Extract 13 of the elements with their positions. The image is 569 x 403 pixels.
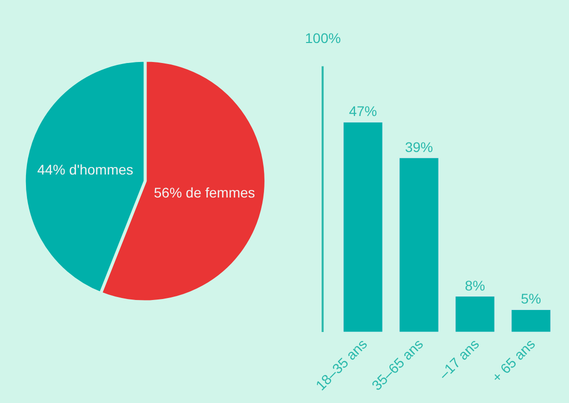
bar	[455, 296, 495, 332]
bar	[399, 158, 439, 332]
text: 100%	[305, 30, 341, 46]
data-label: 5%	[520, 290, 542, 307]
x-tick-label: –17 ans	[436, 336, 482, 382]
bar	[343, 122, 383, 332]
bar	[511, 309, 551, 332]
slice-label: 44% d'hommes	[37, 162, 134, 178]
x-tick-label: + 65 ans	[488, 336, 538, 386]
data-label: 47%	[348, 103, 377, 120]
slice-label: 56% de femmes	[154, 184, 256, 200]
data-label: 39%	[404, 138, 433, 155]
data-label: 8%	[464, 277, 486, 294]
